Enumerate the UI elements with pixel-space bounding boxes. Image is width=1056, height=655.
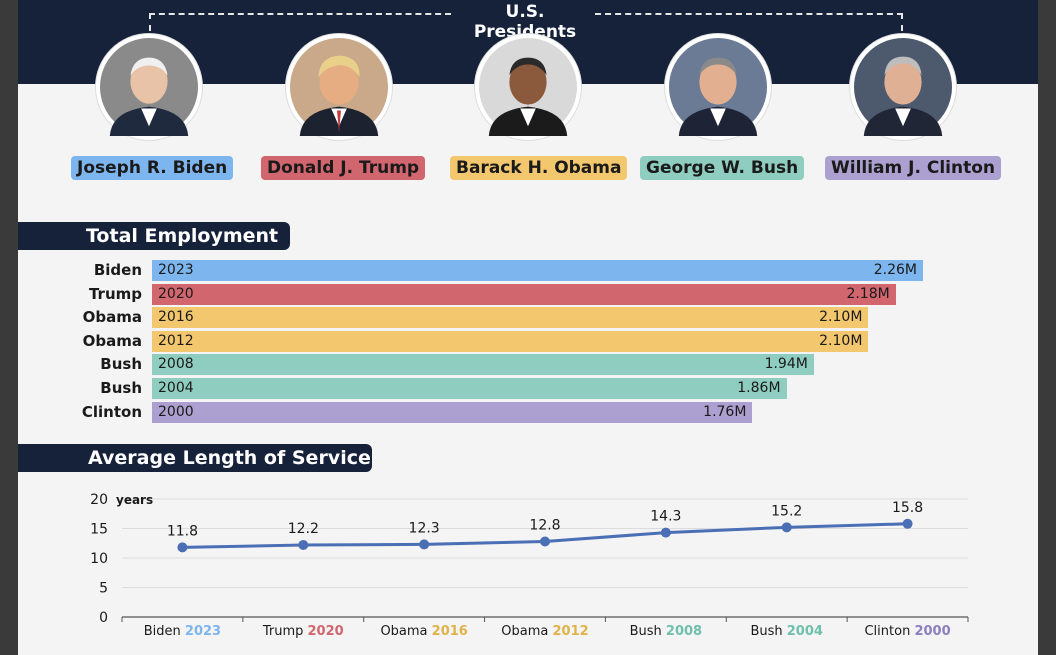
header-bracket-right bbox=[595, 13, 903, 31]
president-bush: George W. Bush bbox=[640, 34, 805, 180]
x-tick-label: Bush 2004 bbox=[750, 624, 823, 639]
y-tick-label: 0 bbox=[99, 610, 108, 626]
service-data-label: 14.3 bbox=[650, 509, 681, 525]
x-tick-label: Obama 2016 bbox=[380, 624, 467, 639]
employment-bar-year: 2012 bbox=[158, 332, 194, 349]
employment-bar-year: 2004 bbox=[158, 380, 194, 396]
employment-section-title: Total Employment bbox=[18, 222, 290, 250]
president-obama: Barack H. Obama bbox=[450, 34, 628, 180]
service-data-point bbox=[419, 539, 430, 550]
name-tag-biden: Joseph R. Biden bbox=[71, 156, 234, 180]
service-data-point bbox=[902, 518, 913, 529]
employment-category-label: Biden bbox=[93, 261, 142, 279]
x-tick-label: Obama 2012 bbox=[501, 624, 588, 639]
employment-category-label: Trump bbox=[88, 284, 142, 303]
x-tick-label-year: 2004 bbox=[787, 624, 823, 639]
employment-bar-value: 1.76M bbox=[703, 403, 747, 420]
x-tick-label-name: Bush bbox=[630, 624, 666, 639]
y-tick-label: 20 bbox=[90, 492, 108, 508]
x-tick-label-name: Trump bbox=[262, 624, 308, 639]
service-data-label: 15.8 bbox=[892, 500, 923, 516]
service-data-point bbox=[177, 542, 188, 553]
x-tick-label-name: Bush bbox=[750, 624, 786, 639]
portrait-obama bbox=[475, 34, 581, 140]
service-section-title: Average Length of Service bbox=[18, 444, 372, 472]
employment-bar-year: 2000 bbox=[158, 403, 194, 420]
president-trump: Donald J. Trump bbox=[261, 34, 426, 180]
employment-bar-year: 2016 bbox=[158, 309, 194, 326]
x-tick-label-name: Obama bbox=[501, 624, 552, 639]
name-tag-obama: Barack H. Obama bbox=[450, 156, 628, 180]
x-tick-label: Biden 2023 bbox=[144, 624, 221, 639]
x-tick-label-name: Clinton bbox=[864, 624, 914, 639]
employment-bar-value: 1.86M bbox=[737, 380, 781, 396]
x-tick-label-year: 2000 bbox=[914, 624, 950, 639]
employment-bar-value: 2.10M bbox=[819, 332, 863, 349]
person-avatar-icon bbox=[290, 38, 388, 136]
employment-bar: 2008 1.94M bbox=[152, 354, 814, 376]
y-axis-unit-label: years bbox=[116, 493, 153, 507]
name-tag-bush: George W. Bush bbox=[640, 156, 805, 180]
service-data-point bbox=[660, 527, 671, 538]
y-tick-label: 5 bbox=[99, 581, 108, 597]
service-data-point bbox=[540, 536, 550, 547]
person-avatar-icon bbox=[854, 38, 952, 136]
service-data-point bbox=[781, 522, 792, 533]
portrait-trump bbox=[286, 34, 392, 140]
employment-category-label: Clinton bbox=[81, 402, 142, 421]
service-line-chart: 0 5 10 15 20 years 11.8 Biden 2023 12.2 Trump 202… bbox=[90, 492, 969, 639]
service-data-label: 15.2 bbox=[771, 503, 802, 519]
employment-bar-value: 1.94M bbox=[764, 356, 808, 373]
portrait-bush bbox=[665, 34, 771, 140]
header-title: U.S. Presidents bbox=[473, 2, 577, 42]
service-data-label: 11.8 bbox=[167, 523, 198, 539]
employment-bar: 2000 1.76M bbox=[152, 401, 753, 423]
y-tick-label: 15 bbox=[90, 522, 108, 538]
employment-bar-value: 2.10M bbox=[819, 309, 863, 326]
employment-bar-value: 2.18M bbox=[846, 285, 890, 302]
employment-bar: 2004 1.86M bbox=[152, 378, 787, 399]
employment-category-label: Obama bbox=[82, 308, 142, 327]
service-data-label: 12.2 bbox=[288, 521, 319, 537]
portrait-biden bbox=[96, 34, 202, 140]
x-tick-label: Trump 2020 bbox=[262, 624, 344, 639]
x-tick-label: Bush 2008 bbox=[630, 624, 703, 639]
x-tick-label-year: 2016 bbox=[432, 624, 468, 639]
x-tick-label-year: 2012 bbox=[553, 624, 589, 639]
service-data-label: 12.3 bbox=[409, 520, 440, 536]
header-bracket-left bbox=[149, 13, 451, 31]
employment-bar: 2012 2.10M bbox=[152, 330, 869, 352]
x-tick-label-name: Biden bbox=[144, 624, 185, 639]
employment-bar-year: 2020 bbox=[158, 285, 194, 302]
x-tick-label-year: 2008 bbox=[666, 624, 702, 639]
president-clinton: William J. Clinton bbox=[825, 34, 1002, 180]
employment-category-label: Bush bbox=[100, 379, 142, 397]
name-tag-trump: Donald J. Trump bbox=[261, 156, 426, 180]
service-data-label: 12.8 bbox=[529, 517, 560, 533]
employment-bar-year: 2023 bbox=[158, 262, 194, 278]
president-biden: Joseph R. Biden bbox=[71, 34, 234, 180]
person-avatar-icon bbox=[669, 38, 767, 136]
person-avatar-icon bbox=[100, 38, 198, 136]
employment-bar: 2020 2.18M bbox=[152, 283, 896, 305]
employment-bar: 2016 2.10M bbox=[152, 307, 869, 329]
x-tick-label-year: 2020 bbox=[308, 624, 344, 639]
person-avatar-icon bbox=[479, 38, 577, 136]
portrait-clinton bbox=[850, 34, 956, 140]
employment-bar-value: 2.26M bbox=[873, 262, 917, 278]
employment-bar: 2023 2.26M bbox=[152, 260, 923, 281]
employment-category-label: Bush bbox=[100, 355, 142, 374]
x-tick-label: Clinton 2000 bbox=[864, 624, 950, 639]
name-tag-clinton: William J. Clinton bbox=[825, 156, 1002, 180]
employment-bar-year: 2008 bbox=[158, 356, 194, 373]
infographic-page: U.S. Presidents Joseph R. Biden bbox=[18, 0, 1038, 655]
service-data-point bbox=[298, 540, 309, 551]
employment-category-label: Obama bbox=[82, 331, 142, 350]
x-tick-label-name: Obama bbox=[380, 624, 431, 639]
x-tick-label-year: 2023 bbox=[185, 624, 221, 639]
y-tick-label: 10 bbox=[90, 551, 108, 567]
